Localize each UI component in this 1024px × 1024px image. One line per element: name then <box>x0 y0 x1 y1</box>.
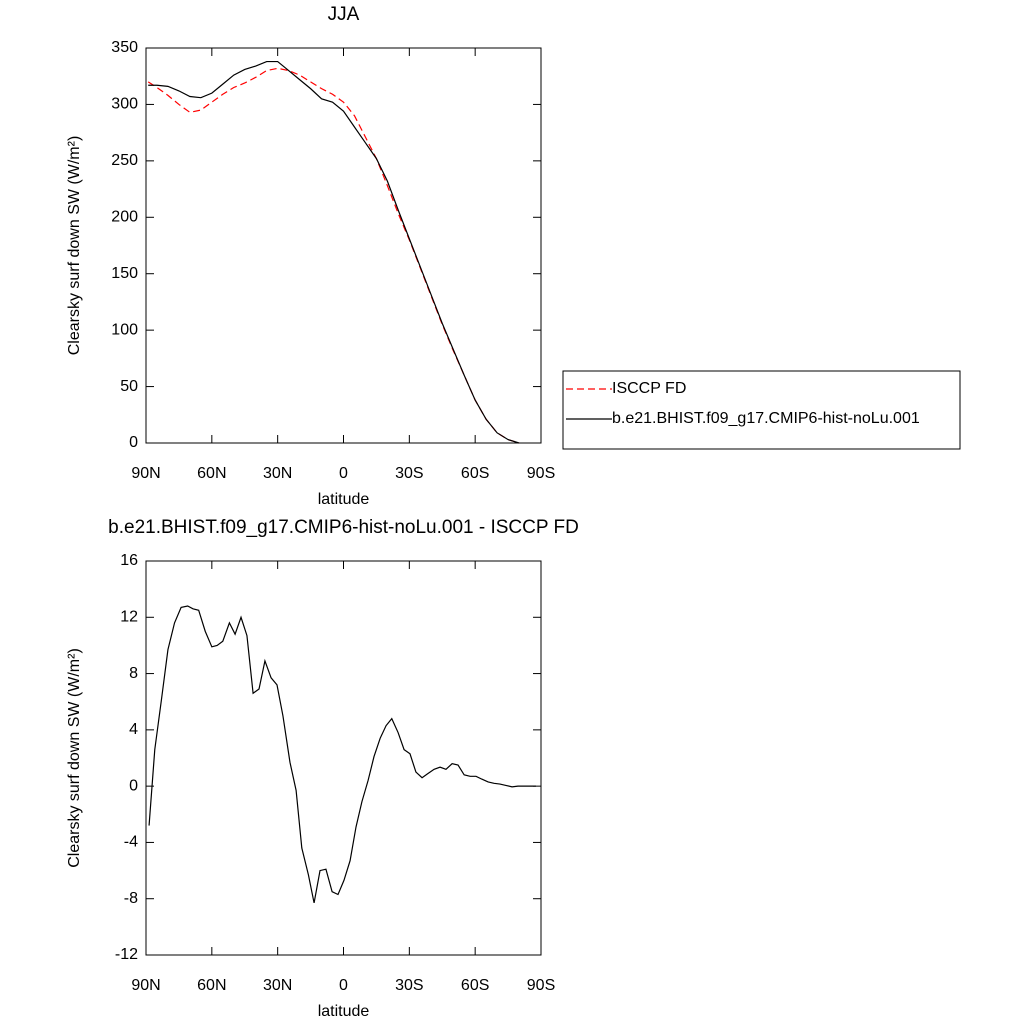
x-tick-label: 90N <box>131 977 160 994</box>
x-tick-label: 0 <box>339 977 348 994</box>
y-tick-label: 300 <box>111 96 138 113</box>
series-line <box>148 605 536 904</box>
y-tick-label: 150 <box>111 265 138 282</box>
series-line <box>147 67 520 444</box>
y-tick-label: 0 <box>129 777 138 794</box>
legend-label: ISCCP FD <box>612 380 686 397</box>
y-tick-label: -12 <box>115 946 138 963</box>
series-line <box>148 60 520 444</box>
y-tick-label: 12 <box>120 609 138 626</box>
x-axis-label: latitude <box>318 491 370 508</box>
y-tick-label: 4 <box>129 721 138 738</box>
x-tick-label: 60S <box>461 465 489 482</box>
y-tick-label: 0 <box>129 434 138 451</box>
y-tick-label: 350 <box>111 39 138 56</box>
y-tick-label: -4 <box>124 834 138 851</box>
x-tick-label: 60N <box>197 977 226 994</box>
x-tick-label: 90N <box>131 465 160 482</box>
chart-title: JJA <box>328 4 360 25</box>
x-tick-label: 60S <box>461 977 489 994</box>
x-tick-label: 30N <box>263 465 292 482</box>
y-tick-label: 250 <box>111 152 138 169</box>
legend-label: b.e21.BHIST.f09_g17.CMIP6-hist-noLu.001 <box>612 410 920 427</box>
x-axis-label: latitude <box>318 1003 370 1020</box>
y-tick-label: 8 <box>129 665 138 682</box>
x-tick-label: 90S <box>527 977 555 994</box>
x-tick-label: 30N <box>263 977 292 994</box>
legend-box <box>562 370 961 450</box>
plot-frame <box>145 560 542 956</box>
y-tick-label: 200 <box>111 209 138 226</box>
y-axis-label: Clearsky surf down SW (W/m²) <box>66 648 83 868</box>
x-tick-label: 90S <box>527 465 555 482</box>
x-tick-label: 30S <box>395 977 423 994</box>
x-tick-label: 0 <box>339 465 348 482</box>
y-tick-label: 16 <box>120 552 138 569</box>
x-tick-label: 30S <box>395 465 423 482</box>
chart-title: b.e21.BHIST.f09_g17.CMIP6-hist-noLu.001 … <box>108 517 579 538</box>
y-tick-label: -8 <box>124 890 138 907</box>
plot-frame <box>145 47 542 444</box>
y-tick-label: 100 <box>111 321 138 338</box>
y-tick-label: 50 <box>120 378 138 395</box>
x-tick-label: 60N <box>197 465 226 482</box>
y-axis-label: Clearsky surf down SW (W/m²) <box>66 136 83 356</box>
